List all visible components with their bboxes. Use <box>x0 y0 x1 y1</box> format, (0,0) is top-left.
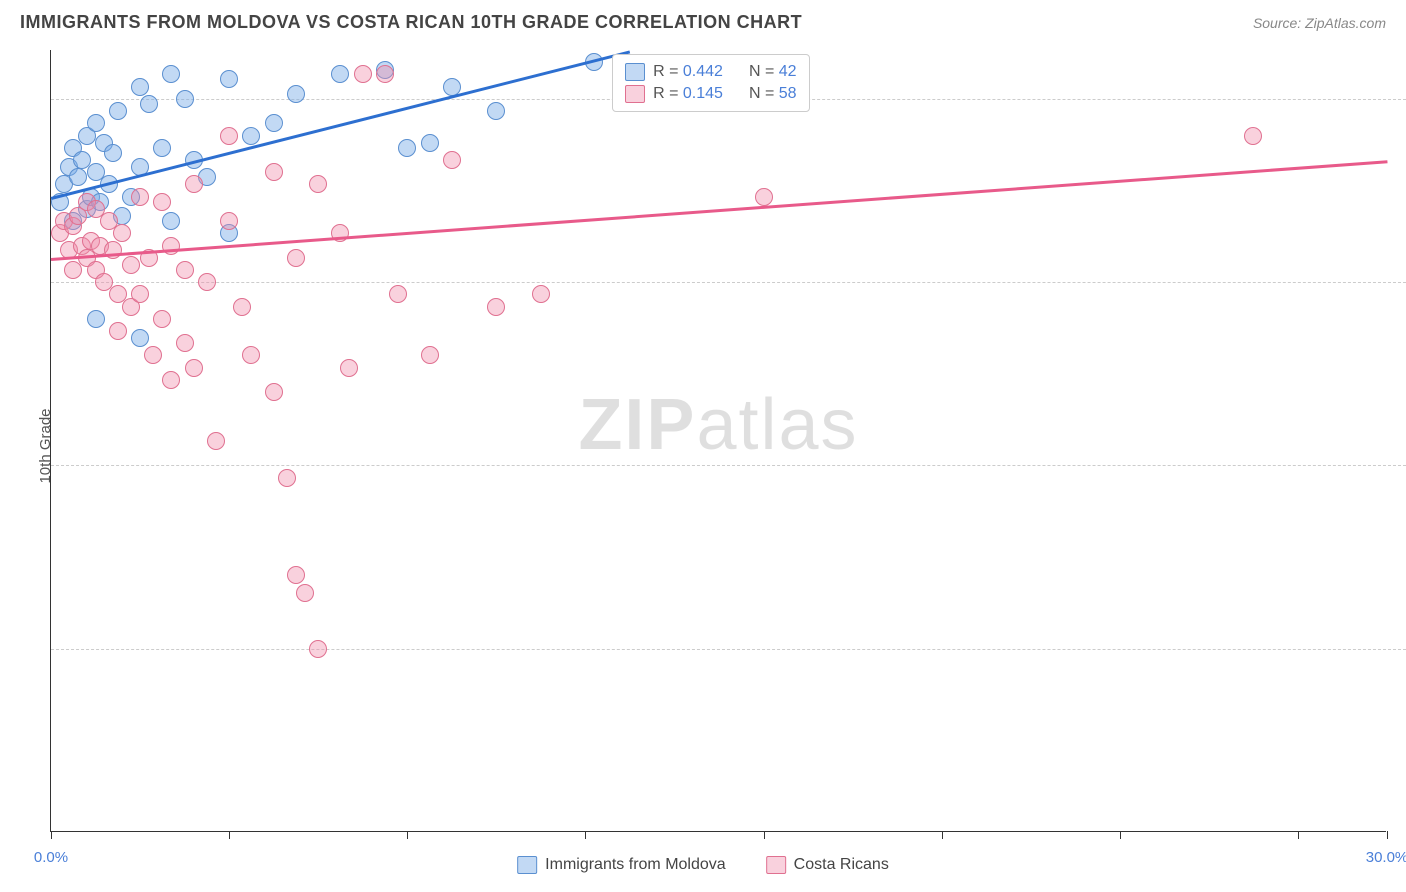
legend-label-moldova: Immigrants from Moldova <box>545 856 726 874</box>
data-point <box>140 95 158 113</box>
x-tick-label: 0.0% <box>34 849 68 866</box>
data-point <box>153 310 171 328</box>
data-point <box>421 346 439 364</box>
x-tick <box>942 831 943 839</box>
data-point <box>398 139 416 157</box>
legend-stats: R = 0.442 N = 42 R = 0.145 N = 58 <box>612 54 809 112</box>
x-tick <box>764 831 765 839</box>
data-point <box>309 640 327 658</box>
data-point <box>354 65 372 83</box>
data-point <box>340 359 358 377</box>
legend-swatch-blue <box>517 856 537 874</box>
data-point <box>109 102 127 120</box>
data-point <box>1244 127 1262 145</box>
gridline <box>51 465 1406 466</box>
data-point <box>131 78 149 96</box>
watermark-bold: ZIP <box>578 385 696 465</box>
data-point <box>153 193 171 211</box>
data-point <box>162 65 180 83</box>
data-point <box>113 224 131 242</box>
legend-swatch <box>625 63 645 81</box>
data-point <box>176 334 194 352</box>
data-point <box>104 241 122 259</box>
data-point <box>69 168 87 186</box>
x-tick-label: 30.0% <box>1366 849 1406 866</box>
data-point <box>220 127 238 145</box>
data-point <box>487 102 505 120</box>
legend-swatch-pink <box>766 856 786 874</box>
x-tick <box>1387 831 1388 839</box>
x-tick <box>229 831 230 839</box>
x-tick <box>1298 831 1299 839</box>
x-tick <box>51 831 52 839</box>
data-point <box>376 65 394 83</box>
data-point <box>176 90 194 108</box>
data-point <box>207 432 225 450</box>
data-point <box>265 163 283 181</box>
legend-swatch <box>625 85 645 103</box>
legend-r: R = 0.442 <box>653 63 723 81</box>
data-point <box>278 469 296 487</box>
data-point <box>131 329 149 347</box>
data-point <box>144 346 162 364</box>
watermark-light: atlas <box>696 385 858 465</box>
legend-stats-row: R = 0.145 N = 58 <box>625 83 796 105</box>
legend-n: N = 58 <box>749 85 797 103</box>
chart-title: IMMIGRANTS FROM MOLDOVA VS COSTA RICAN 1… <box>20 12 802 33</box>
data-point <box>421 134 439 152</box>
data-point <box>87 114 105 132</box>
data-point <box>296 584 314 602</box>
legend-item-costa-rican: Costa Ricans <box>766 856 889 874</box>
data-point <box>176 261 194 279</box>
data-point <box>153 139 171 157</box>
data-point <box>755 188 773 206</box>
data-point <box>233 298 251 316</box>
chart-container: ZIPatlas 77.5%92.5%0.0%30.0%R = 0.442N =… <box>50 50 1386 832</box>
data-point <box>443 151 461 169</box>
gridline <box>51 282 1406 283</box>
data-point <box>287 85 305 103</box>
data-point <box>185 359 203 377</box>
chart-source: Source: ZipAtlas.com <box>1253 15 1386 31</box>
data-point <box>185 175 203 193</box>
data-point <box>220 70 238 88</box>
data-point <box>122 256 140 274</box>
legend-label-costa-rican: Costa Ricans <box>794 856 889 874</box>
data-point <box>389 285 407 303</box>
legend-item-moldova: Immigrants from Moldova <box>517 856 726 874</box>
data-point <box>131 188 149 206</box>
data-point <box>104 144 122 162</box>
data-point <box>87 310 105 328</box>
data-point <box>287 249 305 267</box>
data-point <box>242 127 260 145</box>
chart-header: IMMIGRANTS FROM MOLDOVA VS COSTA RICAN 1… <box>0 0 1406 41</box>
x-tick <box>585 831 586 839</box>
data-point <box>131 285 149 303</box>
data-point <box>487 298 505 316</box>
data-point <box>242 346 260 364</box>
trend-line <box>51 160 1387 260</box>
data-point <box>162 371 180 389</box>
data-point <box>331 65 349 83</box>
data-point <box>162 212 180 230</box>
legend-bottom: Immigrants from Moldova Costa Ricans <box>517 856 889 874</box>
data-point <box>287 566 305 584</box>
data-point <box>109 322 127 340</box>
legend-n: N = 42 <box>749 63 797 81</box>
legend-stats-row: R = 0.442 N = 42 <box>625 61 796 83</box>
data-point <box>309 175 327 193</box>
x-tick <box>1120 831 1121 839</box>
data-point <box>532 285 550 303</box>
legend-r: R = 0.145 <box>653 85 723 103</box>
x-tick <box>407 831 408 839</box>
data-point <box>220 212 238 230</box>
watermark: ZIPatlas <box>578 384 858 466</box>
data-point <box>265 383 283 401</box>
data-point <box>198 273 216 291</box>
gridline <box>51 649 1406 650</box>
plot-area: ZIPatlas 77.5%92.5%0.0%30.0%R = 0.442N =… <box>50 50 1386 832</box>
data-point <box>265 114 283 132</box>
